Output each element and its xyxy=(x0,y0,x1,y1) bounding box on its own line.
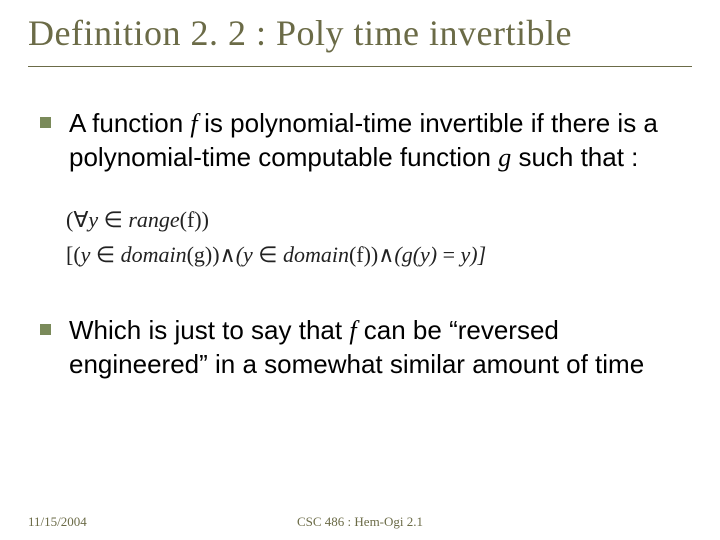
f1-range: range xyxy=(128,207,179,232)
footer-course: CSC 486 : Hem-Ogi 2.1 xyxy=(297,514,423,530)
f2-gy: (g(y) xyxy=(394,242,442,267)
bullet-item-2: Which is just to say that f can be “reve… xyxy=(28,314,692,380)
f2-and2: ∧ xyxy=(378,242,394,267)
f2-yend: y)] xyxy=(461,242,487,267)
f1-forall: ∀ xyxy=(73,207,88,232)
bullet1-var-f: f xyxy=(190,109,204,138)
formula-line-1: (∀y ∈ range(f)) xyxy=(66,202,692,237)
f2-open: [( xyxy=(66,242,81,267)
f2-in1: ∈ xyxy=(96,242,121,267)
f2-y2: (y xyxy=(236,242,259,267)
bullet1-pre: A function xyxy=(69,108,190,138)
f2-y1: y xyxy=(81,242,96,267)
bullet-item-1: A function f is polynomial-time invertib… xyxy=(28,107,692,174)
f1-in: ∈ xyxy=(104,207,129,232)
f2-domain1: domain xyxy=(121,242,187,267)
formula-block: (∀y ∈ range(f)) [(y ∈ domain(g))∧(y ∈ do… xyxy=(28,202,692,272)
bullet-text-2: Which is just to say that f can be “reve… xyxy=(69,314,692,380)
bullet2-var-f: f xyxy=(349,316,356,345)
f2-g: (g)) xyxy=(187,242,220,267)
f2-domain2: domain xyxy=(283,242,349,267)
slide-container: Definition 2. 2 : Poly time invertible A… xyxy=(0,0,720,540)
f1-parenf: (f)) xyxy=(180,207,209,232)
f2-eq: = xyxy=(443,242,461,267)
f2-and1: ∧ xyxy=(220,242,236,267)
bullet-marker-icon xyxy=(40,324,51,335)
f2-in2: ∈ xyxy=(258,242,283,267)
bullet1-var-g: g xyxy=(498,143,511,172)
formula-line-2: [(y ∈ domain(g))∧(y ∈ domain(f))∧(g(y) =… xyxy=(66,237,692,272)
slide-title: Definition 2. 2 : Poly time invertible xyxy=(28,12,692,67)
f2-f: (f)) xyxy=(349,242,378,267)
bullet-text-1: A function f is polynomial-time invertib… xyxy=(69,107,692,174)
bullet-marker-icon xyxy=(40,117,51,128)
footer-date: 11/15/2004 xyxy=(28,514,87,530)
slide-footer: 11/15/2004 CSC 486 : Hem-Ogi 2.1 xyxy=(28,514,692,530)
f1-y: y xyxy=(88,207,103,232)
bullet1-post: such that : xyxy=(511,142,638,172)
bullet2-pre: Which is just to say that xyxy=(69,315,349,345)
